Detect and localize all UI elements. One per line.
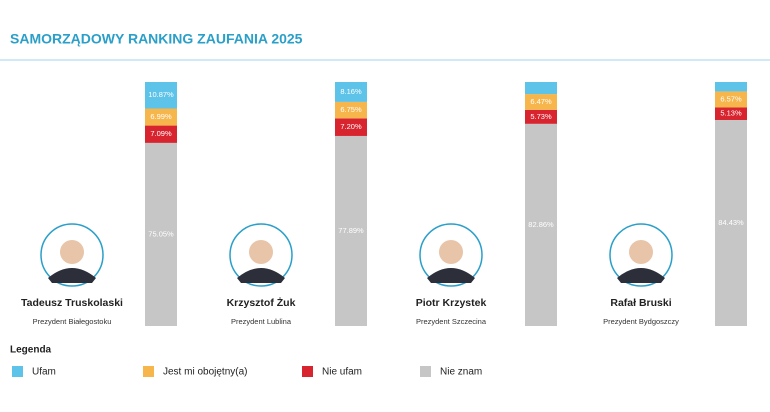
- person-role: Prezydent Szczecina: [416, 317, 487, 326]
- value-label: 5.13%: [720, 109, 742, 118]
- legend-label: Nie ufam: [322, 367, 362, 378]
- bar-segment: [335, 135, 367, 326]
- legend-title: Legenda: [10, 345, 52, 356]
- person-role: Prezydent Białegostoku: [33, 317, 112, 326]
- legend-swatch: [420, 366, 431, 377]
- value-label: 8.16%: [340, 87, 362, 96]
- person-name: Tadeusz Truskolaski: [21, 297, 123, 309]
- legend-swatch: [143, 366, 154, 377]
- value-label: 6.47%: [530, 97, 552, 106]
- value-label: 5.73%: [530, 112, 552, 121]
- photo-suit: [427, 268, 475, 283]
- legend-swatch: [302, 366, 313, 377]
- person-role: Prezydent Lublina: [231, 317, 292, 326]
- bar-segment: [525, 109, 557, 124]
- photo-suit: [48, 268, 96, 283]
- photo-suit: [617, 268, 665, 283]
- bar-segment: [145, 108, 177, 126]
- value-label: 7.20%: [340, 122, 362, 131]
- bar-segment: [335, 118, 367, 136]
- value-label: 77.89%: [338, 226, 364, 235]
- value-label: 6.57%: [720, 94, 742, 103]
- legend-label: Jest mi obojętny(a): [163, 367, 247, 378]
- legend-label: Ufam: [32, 367, 56, 378]
- bar-segment: [145, 125, 177, 143]
- value-label: 7.09%: [150, 129, 172, 138]
- value-label: 10.87%: [148, 90, 174, 99]
- bar-segment: [525, 123, 557, 327]
- person-name: Piotr Krzystek: [416, 297, 487, 309]
- photo-face: [629, 240, 653, 264]
- person-role: Prezydent Bydgoszczy: [603, 317, 679, 326]
- bar-segment: [715, 107, 747, 120]
- bar-segment: [715, 82, 747, 92]
- bar-segment: [715, 91, 747, 108]
- person-name: Rafał Bruski: [610, 297, 671, 309]
- bar-segment: [145, 82, 177, 109]
- photo-face: [60, 240, 84, 264]
- bar-segment: [145, 142, 177, 326]
- legend-swatch: [12, 366, 23, 377]
- value-label: 6.75%: [340, 105, 362, 114]
- bar-segment: [715, 119, 747, 326]
- bar-segment: [335, 82, 367, 102]
- photo-suit: [237, 268, 285, 283]
- person-name: Krzysztof Żuk: [227, 296, 296, 309]
- chart-title: SAMORZĄDOWY RANKING ZAUFANIA 2025: [10, 31, 303, 47]
- value-label: 6.99%: [150, 112, 172, 121]
- bar-segment: [335, 101, 367, 119]
- bar-segment: [525, 94, 557, 110]
- photo-face: [439, 240, 463, 264]
- value-label: 75.05%: [148, 229, 174, 238]
- bar-segment: [525, 82, 557, 95]
- photo-face: [249, 240, 273, 264]
- legend-label: Nie znam: [440, 367, 482, 378]
- value-label: 82.86%: [528, 220, 554, 229]
- value-label: 84.43%: [718, 218, 744, 227]
